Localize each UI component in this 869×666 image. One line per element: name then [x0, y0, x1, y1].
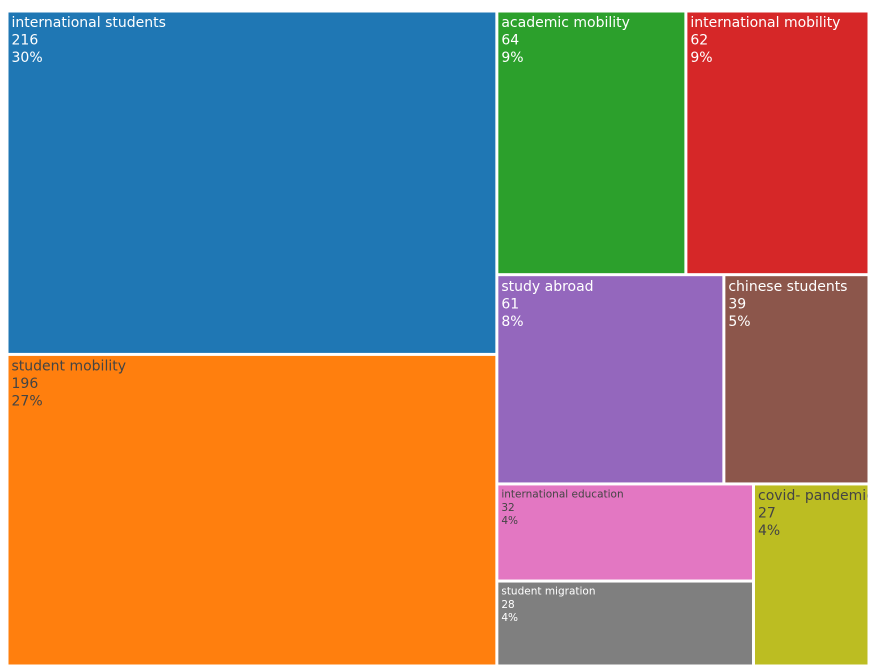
tile: [8, 12, 496, 353]
tile-value: 61: [501, 296, 519, 312]
tile-value: 28: [501, 599, 514, 611]
tile-percent: 4%: [758, 523, 780, 539]
tile-value: 196: [12, 376, 39, 392]
tile-value: 32: [501, 502, 514, 514]
tile-value: 64: [501, 33, 519, 49]
tile-name: international education: [501, 489, 623, 501]
tile: [498, 12, 685, 274]
tile: [498, 485, 753, 580]
tile-value: 216: [12, 33, 39, 49]
tile-value: 62: [690, 33, 708, 49]
tile-name: chinese students: [728, 279, 847, 295]
tile-percent: 4%: [501, 515, 518, 527]
tile-name: academic mobility: [501, 15, 630, 31]
tile-percent: 4%: [501, 612, 518, 624]
tile-name: student mobility: [12, 358, 127, 374]
tile-label: international mobility 629%: [690, 15, 840, 66]
tile-name: covid- pandemic: [758, 488, 869, 504]
tile-percent: 9%: [690, 50, 712, 66]
tile-percent: 5%: [728, 314, 750, 330]
tile: [725, 276, 868, 483]
tile-label: covid- pandemic 274%: [758, 488, 869, 539]
tile: [687, 12, 868, 274]
tile: [755, 485, 868, 665]
tile-percent: 8%: [501, 314, 523, 330]
tile-label: academic mobility 649%: [501, 15, 630, 66]
tile-name: study abroad: [501, 279, 593, 295]
tile-name: student migration: [501, 586, 595, 598]
tile-percent: 9%: [501, 50, 523, 66]
tile-value: 27: [758, 506, 776, 522]
tile-percent: 30%: [12, 50, 43, 66]
tile-name: international mobility: [690, 15, 840, 31]
tile: [498, 276, 723, 483]
tile-percent: 27%: [12, 393, 43, 409]
tile-name: international students: [12, 15, 166, 31]
tile: [498, 582, 753, 665]
tile-value: 39: [728, 296, 746, 312]
tile: [8, 355, 496, 665]
